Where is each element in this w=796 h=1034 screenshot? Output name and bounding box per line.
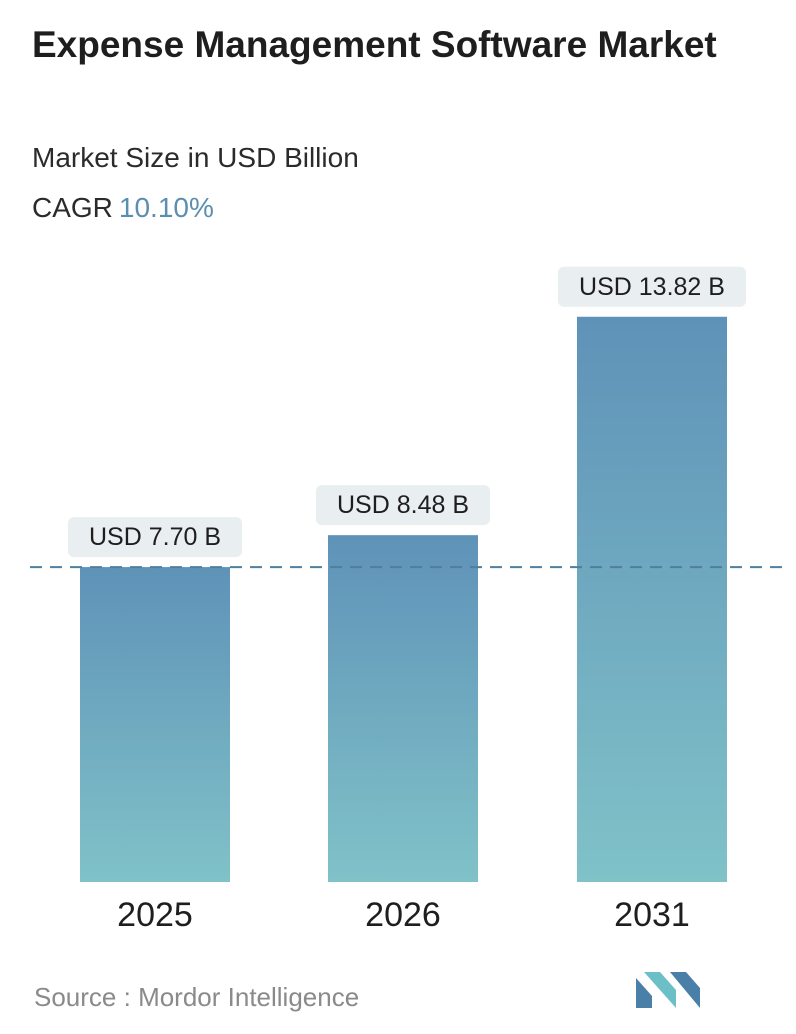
source-line: Source : Mordor Intelligence	[34, 980, 359, 1014]
bar-2031	[577, 316, 727, 883]
chart-subtitle: Market Size in USD Billion	[32, 142, 359, 173]
data-label-2025: USD 7.70 B	[89, 523, 221, 551]
category-label-2031: 2031	[614, 896, 690, 934]
source-label: Source :	[34, 982, 131, 1012]
data-label-2026: USD 8.48 B	[337, 491, 469, 519]
data-label-2031: USD 13.82 B	[579, 273, 725, 301]
cagr-line: CAGR 10.10%	[32, 190, 214, 226]
bar-2026	[328, 535, 478, 882]
cagr-value: 10.10%	[118, 192, 214, 223]
category-label-2026: 2026	[365, 896, 441, 934]
data-label-box-2025	[68, 517, 242, 558]
cagr-label: CAGR	[32, 192, 113, 223]
data-label-box-2031	[558, 266, 746, 307]
bar-chart: USD 7.70 B 2025 USD 8.48 B 2026 USD 13.82 B 2…	[30, 266, 782, 934]
chart-title: Expense Management Software Market	[32, 24, 717, 65]
source-name: Mordor Intelligence	[138, 982, 360, 1012]
mordor-intelligence-logo-icon	[636, 972, 700, 1008]
category-label-2025: 2025	[117, 896, 193, 934]
bar-2025	[80, 567, 230, 882]
data-label-box-2026	[316, 485, 490, 526]
